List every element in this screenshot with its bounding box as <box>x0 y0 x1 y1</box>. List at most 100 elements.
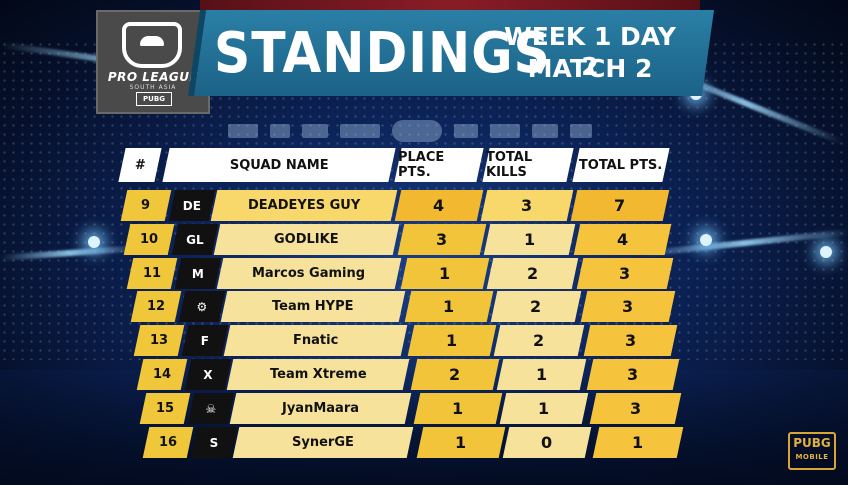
place-pts-cell-text: 1 <box>439 264 451 283</box>
rank-cell: 14 <box>136 359 188 390</box>
rank-cell: 16 <box>142 427 194 458</box>
logo-title: PRO LEAGUE <box>107 70 199 84</box>
jyanmaara-logo-icon: ☠ <box>205 401 217 416</box>
team-logo-cell: GL <box>171 224 219 255</box>
rank-cell-text: 16 <box>158 435 178 450</box>
week-day-label: WEEK 1 DAY 2 <box>504 22 676 81</box>
total-pts-cell: 3 <box>583 325 678 356</box>
squad-name-cell-text: DEADEYES GUY <box>247 198 361 213</box>
place-pts-cell-text: 1 <box>452 399 464 418</box>
godlike-logo-icon: GL <box>186 232 204 247</box>
squad-name-cell-text: GODLIKE <box>274 232 339 247</box>
kills-cell-text: 1 <box>538 399 550 418</box>
rank-cell: 12 <box>130 291 182 322</box>
team-logo-cell: S <box>190 427 238 458</box>
total-pts-cell-text: 3 <box>624 331 637 350</box>
sponsor-logo-icon <box>454 124 478 138</box>
kills-cell: 0 <box>502 427 592 458</box>
place-pts-cell: 1 <box>400 258 490 289</box>
place-pts-cell: 1 <box>404 291 494 322</box>
kills-cell: 2 <box>486 258 579 289</box>
squad-name-cell: Marcos Gaming <box>216 258 402 289</box>
team-logo-cell: ⚙ <box>178 291 226 322</box>
pubg-mobile-logo: PUBG MOBILE <box>788 432 836 470</box>
kills-cell-text: 1 <box>523 230 536 249</box>
total-pts-cell-text: 3 <box>622 297 634 316</box>
team-logo-cell: M <box>174 258 222 289</box>
corner-logo-brand: PUBG <box>793 436 831 450</box>
rank-cell-text: 12 <box>146 299 166 314</box>
page-title: STANDINGS <box>214 21 551 86</box>
kills-cell-text: 2 <box>526 264 539 283</box>
xtreme-logo-icon: X <box>203 367 213 382</box>
kills-cell-text: 2 <box>530 297 542 316</box>
fnatic-logo-icon: F <box>200 333 210 348</box>
total-pts-cell-text: 3 <box>629 399 642 418</box>
team-logo-cell: ☠ <box>187 393 235 424</box>
kills-cell: 2 <box>493 325 585 356</box>
rank-cell-text: 14 <box>152 367 172 382</box>
total-pts-cell: 7 <box>570 190 670 221</box>
column-header-kills: TOTAL KILLS <box>482 148 574 182</box>
place-pts-cell-text: 3 <box>436 230 448 249</box>
deadeyes-logo-icon: DE <box>182 198 202 213</box>
marcos-logo-icon: M <box>192 266 204 281</box>
synerge-logo-icon: S <box>209 435 219 450</box>
sponsor-logo-icon <box>228 124 258 138</box>
sponsor-logo-icon <box>532 124 558 138</box>
place-pts-cell: 1 <box>407 325 497 356</box>
rank-cell: 11 <box>126 258 178 289</box>
helmet-emblem-icon <box>122 22 182 68</box>
kills-cell-text: 0 <box>541 433 553 452</box>
squad-name-cell: Team Xtreme <box>226 359 410 390</box>
squad-name-cell-text: Fnatic <box>292 333 339 348</box>
kills-cell: 1 <box>499 393 589 424</box>
sponsor-logo-icon <box>392 120 442 142</box>
rank-cell: 15 <box>139 393 191 424</box>
total-pts-cell: 1 <box>592 427 684 458</box>
squad-name-cell: SynerGE <box>232 427 414 458</box>
sponsor-logo-icon <box>302 124 328 138</box>
kills-cell: 2 <box>490 291 582 322</box>
total-pts-cell-text: 3 <box>619 264 631 283</box>
total-pts-cell-text: 4 <box>616 230 629 249</box>
sponsor-logo-icon <box>270 124 290 138</box>
rank-cell: 10 <box>123 224 175 255</box>
total-pts-cell-text: 3 <box>627 365 639 384</box>
stage-light <box>700 234 712 246</box>
stage-light <box>820 246 832 258</box>
place-pts-cell: 3 <box>397 224 487 255</box>
squad-name-cell-text: Team Xtreme <box>269 367 367 382</box>
total-pts-cell: 3 <box>586 359 680 390</box>
rank-cell: 13 <box>133 325 185 356</box>
kills-cell-text: 2 <box>533 331 545 350</box>
squad-name-cell-text: SynerGE <box>292 435 354 450</box>
logo-brand: PUBG <box>136 92 172 106</box>
sponsor-strip <box>228 120 648 142</box>
rank-cell-text: 13 <box>149 333 169 348</box>
place-pts-cell: 1 <box>416 427 506 458</box>
total-pts-cell-text: 7 <box>614 196 626 215</box>
rank-cell-text: 10 <box>139 232 159 247</box>
place-pts-cell: 2 <box>410 359 500 390</box>
kills-cell-text: 1 <box>535 365 548 384</box>
place-pts-cell: 1 <box>413 393 503 424</box>
column-header-place: PLACE PTS. <box>394 148 484 182</box>
rank-cell: 9 <box>120 190 172 221</box>
kills-cell-text: 3 <box>521 196 533 215</box>
rank-cell-text: 11 <box>142 266 162 281</box>
squad-name-cell: Fnatic <box>223 325 408 356</box>
hype-logo-icon: ⚙ <box>196 299 208 314</box>
sponsor-logo-icon <box>570 124 592 138</box>
squad-name-cell-text: JyanMaara <box>281 401 359 416</box>
logo-region: SOUTH ASIA <box>129 84 177 91</box>
total-pts-cell-text: 1 <box>632 433 644 452</box>
team-logo-cell: X <box>184 359 232 390</box>
rank-cell-text: 15 <box>155 401 175 416</box>
kills-cell: 1 <box>496 359 587 390</box>
kills-cell: 1 <box>483 224 576 255</box>
total-pts-cell: 4 <box>573 224 672 255</box>
kills-cell: 3 <box>480 190 574 221</box>
sponsor-logo-icon <box>340 124 380 138</box>
stage-light <box>88 236 100 248</box>
